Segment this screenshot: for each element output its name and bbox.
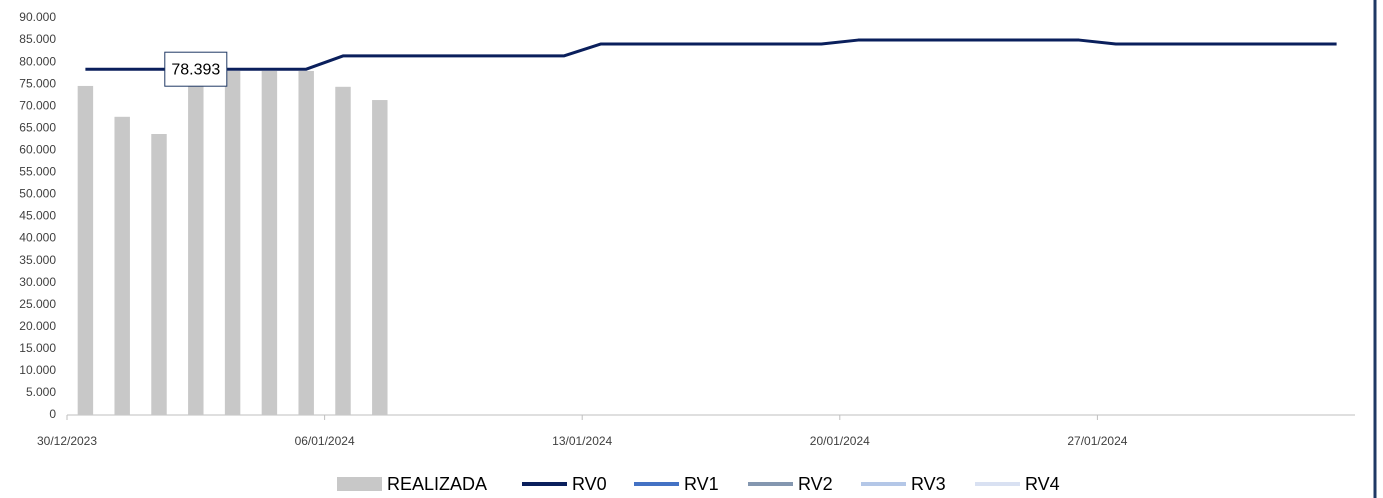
bar: [261, 70, 278, 415]
bar: [298, 70, 314, 415]
x-tick-label: 13/01/2024: [552, 434, 612, 448]
bar: [151, 134, 167, 416]
y-tick-label: 70.000: [19, 98, 56, 112]
y-tick-label: 25.000: [19, 297, 56, 311]
legend-label: RV0: [572, 474, 607, 494]
bar: [77, 85, 94, 415]
data-label: 78.393: [171, 61, 220, 78]
x-tick-label: 20/01/2024: [810, 434, 870, 448]
legend-label: RV4: [1025, 474, 1060, 494]
x-tick-label: 30/12/2023: [37, 434, 97, 448]
y-tick-label: 10.000: [19, 363, 56, 377]
y-tick-label: 90.000: [19, 10, 56, 24]
y-tick-label: 85.000: [19, 32, 56, 46]
y-tick-label: 20.000: [19, 319, 56, 333]
legend-swatch: [337, 477, 382, 491]
y-tick-label: 5.000: [26, 385, 56, 399]
y-tick-label: 0: [49, 407, 56, 421]
y-tick-label: 65.000: [19, 120, 56, 134]
bar: [372, 100, 388, 416]
y-tick-label: 15.000: [19, 341, 56, 355]
y-tick-label: 50.000: [19, 187, 56, 201]
y-tick-label: 55.000: [19, 165, 56, 179]
x-tick-label: 06/01/2024: [295, 434, 355, 448]
y-tick-label: 60.000: [19, 143, 56, 157]
y-tick-label: 30.000: [19, 275, 56, 289]
bar: [114, 116, 130, 415]
legend-label: RV3: [911, 474, 946, 494]
legend-label: RV2: [798, 474, 833, 494]
y-tick-label: 45.000: [19, 209, 56, 223]
legend-label: RV1: [684, 474, 719, 494]
y-tick-label: 40.000: [19, 231, 56, 245]
bar: [188, 86, 204, 415]
bar: [224, 70, 241, 415]
bar: [335, 86, 351, 416]
x-tick-label: 27/01/2024: [1067, 434, 1127, 448]
legend-label: REALIZADA: [387, 474, 487, 494]
data-label-box: [164, 51, 228, 87]
y-tick-label: 35.000: [19, 253, 56, 267]
y-tick-label: 75.000: [19, 76, 56, 90]
y-tick-label: 80.000: [19, 54, 56, 68]
line: [85, 38, 1337, 71]
